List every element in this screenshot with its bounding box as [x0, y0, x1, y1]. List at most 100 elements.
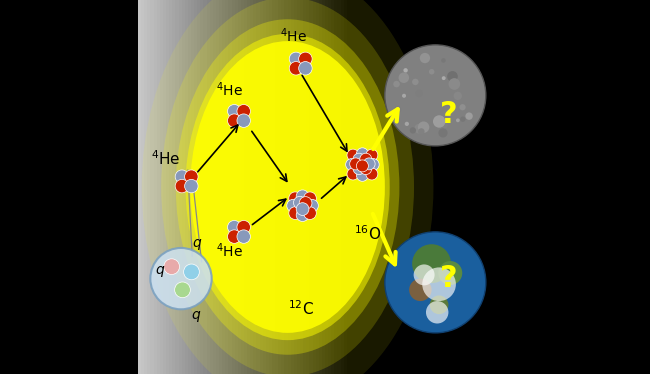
- Bar: [179, 0, 183, 374]
- Bar: [254, 0, 257, 374]
- Circle shape: [441, 122, 448, 128]
- Circle shape: [289, 192, 302, 205]
- Bar: [478, 0, 482, 374]
- Bar: [471, 0, 475, 374]
- Circle shape: [456, 119, 460, 122]
- Bar: [210, 0, 214, 374]
- Bar: [497, 0, 500, 374]
- Text: $^{4}$He: $^{4}$He: [216, 80, 243, 99]
- Bar: [318, 0, 322, 374]
- Bar: [153, 0, 157, 374]
- Bar: [434, 0, 438, 374]
- Bar: [197, 0, 201, 374]
- Bar: [400, 0, 404, 374]
- Bar: [219, 0, 223, 374]
- Bar: [396, 0, 400, 374]
- Bar: [456, 0, 460, 374]
- Bar: [431, 0, 435, 374]
- Circle shape: [420, 53, 430, 63]
- Bar: [160, 0, 164, 374]
- Bar: [481, 0, 485, 374]
- Circle shape: [430, 295, 448, 314]
- Bar: [285, 0, 289, 374]
- Bar: [241, 0, 244, 374]
- Circle shape: [164, 259, 179, 275]
- Circle shape: [454, 92, 462, 100]
- Bar: [443, 0, 447, 374]
- Circle shape: [185, 170, 198, 183]
- Bar: [203, 0, 207, 374]
- Circle shape: [176, 170, 188, 183]
- Bar: [176, 0, 179, 374]
- Bar: [502, 0, 506, 374]
- Bar: [474, 0, 478, 374]
- Bar: [409, 0, 413, 374]
- Bar: [228, 0, 232, 374]
- Bar: [259, 0, 263, 374]
- Bar: [500, 0, 503, 374]
- Circle shape: [289, 52, 303, 65]
- Bar: [490, 0, 494, 374]
- Bar: [387, 0, 391, 374]
- Bar: [372, 0, 376, 374]
- Bar: [166, 0, 170, 374]
- Bar: [316, 0, 320, 374]
- Circle shape: [150, 248, 212, 309]
- Circle shape: [465, 113, 473, 120]
- Bar: [148, 0, 151, 374]
- Circle shape: [438, 128, 448, 138]
- Bar: [393, 0, 397, 374]
- Bar: [424, 0, 428, 374]
- Bar: [172, 0, 176, 374]
- Circle shape: [366, 149, 378, 161]
- Circle shape: [350, 158, 361, 170]
- Text: $^{4}$He: $^{4}$He: [280, 26, 307, 45]
- Circle shape: [441, 58, 446, 63]
- Text: $^{4}$He: $^{4}$He: [216, 241, 243, 260]
- Bar: [213, 0, 216, 374]
- Circle shape: [405, 122, 409, 126]
- Circle shape: [360, 153, 372, 165]
- Bar: [313, 0, 317, 374]
- Bar: [353, 0, 357, 374]
- Circle shape: [404, 68, 408, 73]
- Ellipse shape: [142, 0, 434, 374]
- Bar: [141, 0, 145, 374]
- Circle shape: [237, 220, 250, 234]
- Bar: [337, 0, 341, 374]
- Circle shape: [356, 148, 369, 160]
- Circle shape: [460, 104, 465, 110]
- Circle shape: [237, 114, 250, 128]
- Bar: [294, 0, 298, 374]
- Bar: [406, 0, 410, 374]
- Text: $q$: $q$: [191, 309, 201, 324]
- Bar: [194, 0, 198, 374]
- Circle shape: [353, 153, 365, 165]
- Bar: [188, 0, 192, 374]
- Bar: [509, 0, 513, 374]
- Bar: [207, 0, 211, 374]
- Circle shape: [356, 169, 369, 181]
- Circle shape: [346, 159, 358, 171]
- Text: $q$: $q$: [192, 237, 202, 252]
- Circle shape: [448, 78, 460, 90]
- Circle shape: [298, 62, 312, 75]
- Bar: [375, 0, 379, 374]
- Circle shape: [412, 244, 451, 283]
- Circle shape: [460, 117, 465, 122]
- Circle shape: [175, 282, 190, 298]
- Bar: [222, 0, 226, 374]
- Circle shape: [237, 230, 250, 243]
- Bar: [465, 0, 469, 374]
- Circle shape: [296, 209, 309, 221]
- Bar: [422, 0, 426, 374]
- Circle shape: [385, 45, 486, 146]
- Bar: [250, 0, 254, 374]
- Bar: [150, 0, 154, 374]
- Circle shape: [367, 159, 379, 171]
- Bar: [281, 0, 285, 374]
- Bar: [231, 0, 235, 374]
- Bar: [309, 0, 313, 374]
- Circle shape: [410, 127, 416, 134]
- Circle shape: [289, 207, 302, 220]
